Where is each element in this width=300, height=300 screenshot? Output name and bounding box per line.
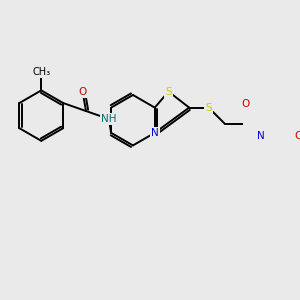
Text: O: O (294, 131, 300, 141)
Text: S: S (165, 87, 172, 97)
Text: N: N (257, 131, 265, 141)
Text: S: S (205, 103, 212, 112)
Text: O: O (241, 99, 249, 109)
Text: O: O (78, 87, 87, 97)
Text: N: N (151, 128, 159, 138)
Text: CH₃: CH₃ (32, 67, 50, 77)
Text: NH: NH (101, 114, 117, 124)
